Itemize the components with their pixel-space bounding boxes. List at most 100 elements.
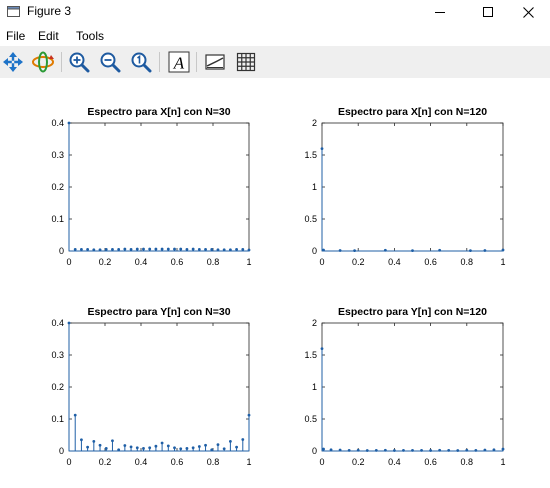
stem-marker — [73, 413, 77, 417]
y-tick-label: 2 — [312, 118, 317, 128]
grid-icon — [236, 52, 256, 72]
figure-canvas: Espectro para X[n] con N=30 0 0.2 0.4 0.6 0.8… — [0, 78, 550, 488]
x-tick-label: 0.4 — [135, 257, 148, 267]
x-tick-label: 0.8 — [461, 457, 474, 467]
text-icon: A — [168, 51, 190, 73]
stem-marker — [322, 447, 325, 451]
stem-marker — [173, 247, 176, 251]
stem-marker — [235, 445, 238, 449]
stem-marker — [197, 445, 201, 448]
x-tick-label: 1 — [500, 257, 505, 267]
zoom-reset-button[interactable] — [128, 49, 154, 75]
menu-edit[interactable]: Edit — [38, 29, 59, 43]
stem-marker — [247, 413, 251, 417]
stem-marker — [235, 248, 238, 251]
x-tick-label: 0.6 — [424, 457, 437, 467]
app-window-icon — [7, 6, 20, 17]
y-tick-label: 0.1 — [51, 214, 64, 224]
x-tick-label: 0.4 — [388, 457, 401, 467]
stem-marker — [73, 248, 77, 251]
plot-panel-2: Espectro para X[n] con N=120 0 0.2 0.4 0.6 0.… — [304, 106, 505, 267]
stem-marker — [438, 448, 442, 452]
y-tick-label: 0.4 — [51, 318, 64, 328]
stem-marker — [154, 247, 158, 251]
stem-marker — [129, 248, 133, 251]
stem-marker — [365, 449, 369, 452]
stem-marker — [411, 448, 414, 452]
stem-marker — [191, 446, 195, 450]
y-tick-label: 0 — [59, 446, 64, 456]
stem-marker — [185, 248, 189, 251]
pan-button[interactable] — [0, 49, 26, 75]
y-tick-label: 1 — [312, 382, 317, 392]
stem-marker — [197, 248, 201, 251]
zoom-out-icon — [100, 52, 121, 73]
stem-marker — [465, 448, 469, 452]
plot-title: Espectro para X[n] con N=30 — [87, 106, 230, 118]
insert-text-button[interactable]: A — [166, 49, 192, 75]
rotate-button[interactable] — [30, 49, 56, 75]
stem-marker — [492, 448, 496, 452]
zoom-reset-icon — [131, 52, 152, 73]
x-tick-label: 0.2 — [99, 457, 112, 467]
stem-marker — [411, 249, 414, 253]
x-tick-label: 0 — [66, 257, 71, 267]
stem-marker — [86, 248, 90, 251]
zoom-out-button[interactable] — [97, 49, 123, 75]
maximize-button[interactable] — [466, 0, 510, 24]
stem-marker — [420, 448, 423, 452]
stem-marker — [474, 448, 478, 452]
pan-icon — [3, 52, 23, 72]
stem-marker — [204, 443, 207, 447]
stem-marker — [111, 248, 114, 251]
stem-marker — [216, 443, 220, 446]
x-tick-label: 0.8 — [207, 257, 220, 267]
stem-marker — [92, 248, 96, 252]
stem-marker — [142, 447, 145, 450]
x-tick-label: 0.8 — [461, 257, 474, 267]
stem-marker — [154, 444, 158, 448]
stem-marker — [166, 247, 170, 251]
zoom-in-button[interactable] — [66, 49, 92, 75]
plot-panel-3: Espectro para Y[n] con N=30 0 0.2 0.4 0.6 0.8… — [51, 306, 251, 467]
stem-marker — [241, 438, 245, 441]
toolbar-separator — [159, 52, 160, 72]
insert-legend-button[interactable] — [202, 49, 228, 75]
stem-marker — [80, 248, 83, 251]
stem-marker — [104, 248, 108, 251]
stem-marker — [222, 447, 226, 451]
stem-marker — [402, 448, 405, 452]
minimize-button[interactable] — [418, 0, 462, 24]
menu-file[interactable]: File — [6, 29, 26, 43]
y-tick-label: 1.5 — [304, 150, 317, 160]
stem-marker — [393, 449, 396, 452]
stem-marker — [135, 247, 139, 251]
menu-tools[interactable]: Tools — [76, 29, 105, 43]
y-tick-label: 0.2 — [51, 182, 64, 192]
stem-marker — [501, 447, 505, 451]
x-tick-label: 1 — [246, 457, 251, 467]
stem-marker — [320, 147, 324, 150]
stem-marker — [241, 248, 245, 251]
stem-marker — [179, 247, 183, 251]
y-tick-label: 0 — [312, 246, 317, 256]
plot-panel-1: Espectro para X[n] con N=30 0 0.2 0.4 0.6 0.8… — [51, 106, 251, 267]
stem-marker — [210, 248, 214, 251]
y-tick-label: 1.5 — [304, 350, 317, 360]
stem-marker — [117, 248, 121, 251]
stem-marker — [135, 446, 139, 450]
y-tick-label: 1 — [312, 182, 317, 192]
stem-marker — [117, 448, 121, 452]
stem-marker — [160, 441, 164, 445]
stem-marker — [383, 448, 387, 452]
window-title: Figure 3 — [27, 4, 72, 18]
stem-marker — [447, 448, 451, 452]
y-tick-label: 0.3 — [51, 150, 64, 160]
y-tick-label: 0 — [59, 246, 64, 256]
stem-marker — [320, 347, 324, 350]
y-tick-label: 0 — [312, 446, 317, 456]
stem-marker — [173, 446, 176, 450]
close-button[interactable] — [506, 0, 550, 24]
y-tick-label: 0.1 — [51, 414, 64, 424]
toggle-grid-button[interactable] — [233, 49, 259, 75]
